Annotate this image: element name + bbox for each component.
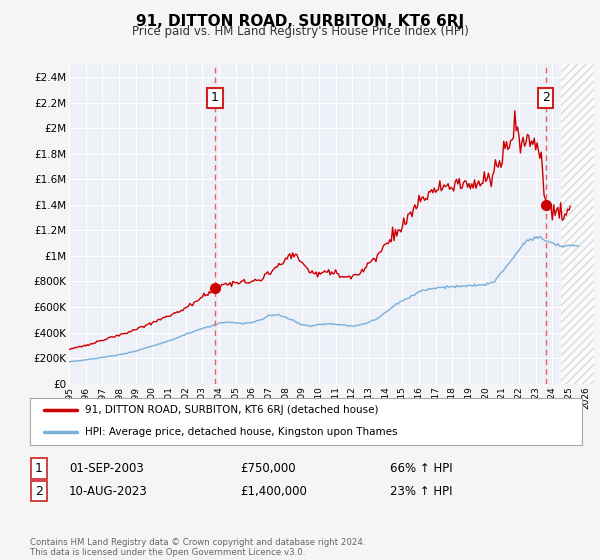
Text: 2: 2 bbox=[35, 484, 43, 498]
Text: Price paid vs. HM Land Registry's House Price Index (HPI): Price paid vs. HM Land Registry's House … bbox=[131, 25, 469, 38]
Text: 66% ↑ HPI: 66% ↑ HPI bbox=[390, 462, 452, 475]
Text: HPI: Average price, detached house, Kingston upon Thames: HPI: Average price, detached house, King… bbox=[85, 427, 398, 437]
Text: 2: 2 bbox=[542, 91, 550, 104]
Text: 1: 1 bbox=[35, 462, 43, 475]
Bar bbox=[560, 64, 594, 384]
Text: 1: 1 bbox=[211, 91, 219, 104]
Text: 91, DITTON ROAD, SURBITON, KT6 6RJ (detached house): 91, DITTON ROAD, SURBITON, KT6 6RJ (deta… bbox=[85, 405, 379, 416]
Text: Contains HM Land Registry data © Crown copyright and database right 2024.
This d: Contains HM Land Registry data © Crown c… bbox=[30, 538, 365, 557]
Text: £750,000: £750,000 bbox=[240, 462, 296, 475]
Text: 23% ↑ HPI: 23% ↑ HPI bbox=[390, 484, 452, 498]
Text: £1,400,000: £1,400,000 bbox=[240, 484, 307, 498]
Text: 91, DITTON ROAD, SURBITON, KT6 6RJ: 91, DITTON ROAD, SURBITON, KT6 6RJ bbox=[136, 14, 464, 29]
Text: 10-AUG-2023: 10-AUG-2023 bbox=[69, 484, 148, 498]
Text: 01-SEP-2003: 01-SEP-2003 bbox=[69, 462, 144, 475]
